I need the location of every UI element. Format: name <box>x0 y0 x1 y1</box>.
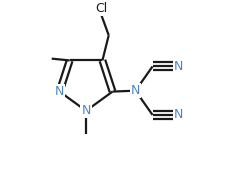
Text: N: N <box>81 104 91 117</box>
Text: Cl: Cl <box>95 2 108 15</box>
Text: N: N <box>55 85 64 98</box>
Text: N: N <box>173 60 183 73</box>
Text: N: N <box>131 84 140 97</box>
Text: N: N <box>173 108 183 122</box>
